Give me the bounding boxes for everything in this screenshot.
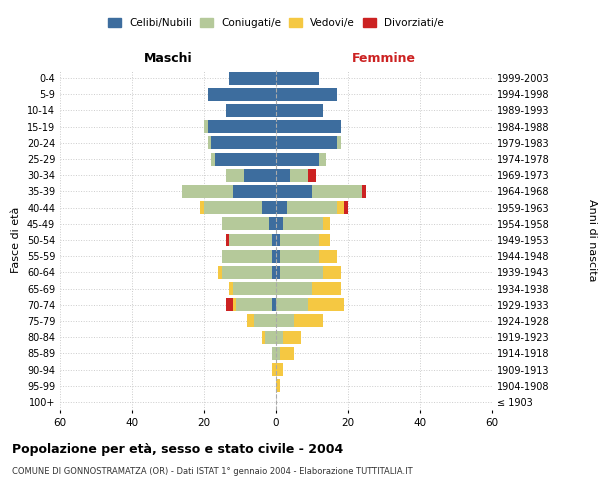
Bar xyxy=(204,120,208,133)
Bar xyxy=(272,363,276,376)
Bar xyxy=(222,266,272,279)
Bar xyxy=(233,185,276,198)
Bar xyxy=(276,314,294,328)
Bar xyxy=(211,152,215,166)
Bar xyxy=(312,282,341,295)
Bar xyxy=(276,330,283,344)
Bar xyxy=(226,169,244,181)
Bar xyxy=(276,169,290,181)
Bar xyxy=(276,379,280,392)
Bar xyxy=(272,234,276,246)
Bar xyxy=(276,152,319,166)
Bar xyxy=(229,282,233,295)
Bar xyxy=(269,218,276,230)
Bar xyxy=(287,201,337,214)
Bar xyxy=(290,169,308,181)
Bar xyxy=(254,314,276,328)
Text: Femmine: Femmine xyxy=(352,52,416,65)
Bar xyxy=(276,250,280,262)
Bar xyxy=(247,314,254,328)
Bar xyxy=(272,298,276,311)
Bar xyxy=(337,201,344,214)
Bar xyxy=(222,218,269,230)
Bar xyxy=(226,298,233,311)
Bar xyxy=(280,347,294,360)
Text: COMUNE DI GONNOSTRAMATZA (OR) - Dati ISTAT 1° gennaio 2004 - Elaborazione TUTTIT: COMUNE DI GONNOSTRAMATZA (OR) - Dati IST… xyxy=(12,468,413,476)
Bar xyxy=(362,185,366,198)
Bar xyxy=(222,250,272,262)
Bar xyxy=(236,298,272,311)
Bar xyxy=(276,104,323,117)
Bar xyxy=(208,120,276,133)
Bar xyxy=(294,314,323,328)
Bar xyxy=(280,234,319,246)
Y-axis label: Fasce di età: Fasce di età xyxy=(11,207,21,273)
Bar xyxy=(280,250,319,262)
Bar xyxy=(272,250,276,262)
Bar xyxy=(323,218,330,230)
Bar xyxy=(276,72,319,85)
Bar xyxy=(218,266,222,279)
Bar xyxy=(265,330,276,344)
Bar xyxy=(276,363,283,376)
Bar xyxy=(323,266,341,279)
Bar xyxy=(208,88,276,101)
Bar xyxy=(276,185,312,198)
Bar xyxy=(262,330,265,344)
Bar xyxy=(211,136,276,149)
Bar xyxy=(272,347,276,360)
Bar xyxy=(319,234,330,246)
Bar xyxy=(233,298,236,311)
Bar xyxy=(229,72,276,85)
Bar xyxy=(200,201,204,214)
Bar xyxy=(319,250,337,262)
Bar xyxy=(344,201,348,214)
Text: Popolazione per età, sesso e stato civile - 2004: Popolazione per età, sesso e stato civil… xyxy=(12,442,343,456)
Bar xyxy=(276,201,287,214)
Bar xyxy=(204,201,262,214)
Bar xyxy=(308,298,344,311)
Bar xyxy=(283,330,301,344)
Bar xyxy=(337,136,341,149)
Bar xyxy=(276,136,337,149)
Bar xyxy=(262,201,276,214)
Bar xyxy=(226,104,276,117)
Bar xyxy=(226,234,229,246)
Text: Anni di nascita: Anni di nascita xyxy=(587,198,597,281)
Bar xyxy=(276,120,341,133)
Bar xyxy=(276,347,280,360)
Bar xyxy=(272,266,276,279)
Bar xyxy=(280,266,323,279)
Legend: Celibi/Nubili, Coniugati/e, Vedovi/e, Divorziati/e: Celibi/Nubili, Coniugati/e, Vedovi/e, Di… xyxy=(104,14,448,32)
Bar xyxy=(233,282,276,295)
Bar xyxy=(208,136,211,149)
Bar xyxy=(283,218,323,230)
Bar xyxy=(312,185,362,198)
Bar xyxy=(276,282,312,295)
Text: Maschi: Maschi xyxy=(143,52,193,65)
Bar xyxy=(215,152,276,166)
Bar xyxy=(244,169,276,181)
Bar xyxy=(276,218,283,230)
Bar xyxy=(276,266,280,279)
Bar xyxy=(182,185,233,198)
Bar xyxy=(229,234,272,246)
Bar xyxy=(276,298,308,311)
Bar xyxy=(276,88,337,101)
Bar xyxy=(308,169,316,181)
Bar xyxy=(319,152,326,166)
Bar xyxy=(276,234,280,246)
